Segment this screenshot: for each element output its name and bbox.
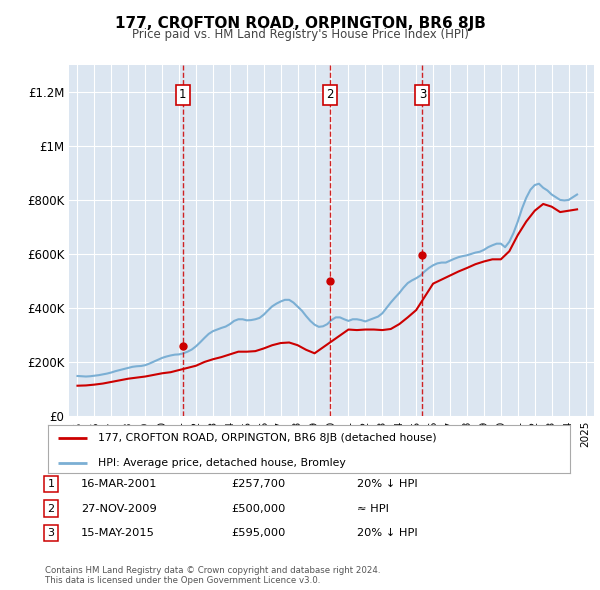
Text: £257,700: £257,700 bbox=[231, 479, 285, 489]
Text: £500,000: £500,000 bbox=[231, 504, 286, 513]
Text: 27-NOV-2009: 27-NOV-2009 bbox=[81, 504, 157, 513]
Text: HPI: Average price, detached house, Bromley: HPI: Average price, detached house, Brom… bbox=[98, 457, 346, 467]
Text: 3: 3 bbox=[47, 529, 55, 538]
Text: 2: 2 bbox=[326, 88, 334, 101]
Text: 177, CROFTON ROAD, ORPINGTON, BR6 8JB (detached house): 177, CROFTON ROAD, ORPINGTON, BR6 8JB (d… bbox=[98, 433, 436, 443]
Text: 177, CROFTON ROAD, ORPINGTON, BR6 8JB: 177, CROFTON ROAD, ORPINGTON, BR6 8JB bbox=[115, 16, 485, 31]
Text: 1: 1 bbox=[47, 479, 55, 489]
Text: ≈ HPI: ≈ HPI bbox=[357, 504, 389, 513]
Text: £595,000: £595,000 bbox=[231, 529, 286, 538]
Text: 20% ↓ HPI: 20% ↓ HPI bbox=[357, 529, 418, 538]
Text: 3: 3 bbox=[419, 88, 426, 101]
Text: Contains HM Land Registry data © Crown copyright and database right 2024.
This d: Contains HM Land Registry data © Crown c… bbox=[45, 566, 380, 585]
Text: 2: 2 bbox=[47, 504, 55, 513]
Text: Price paid vs. HM Land Registry's House Price Index (HPI): Price paid vs. HM Land Registry's House … bbox=[131, 28, 469, 41]
Text: 16-MAR-2001: 16-MAR-2001 bbox=[81, 479, 157, 489]
Text: 15-MAY-2015: 15-MAY-2015 bbox=[81, 529, 155, 538]
Text: 20% ↓ HPI: 20% ↓ HPI bbox=[357, 479, 418, 489]
Text: 1: 1 bbox=[179, 88, 187, 101]
